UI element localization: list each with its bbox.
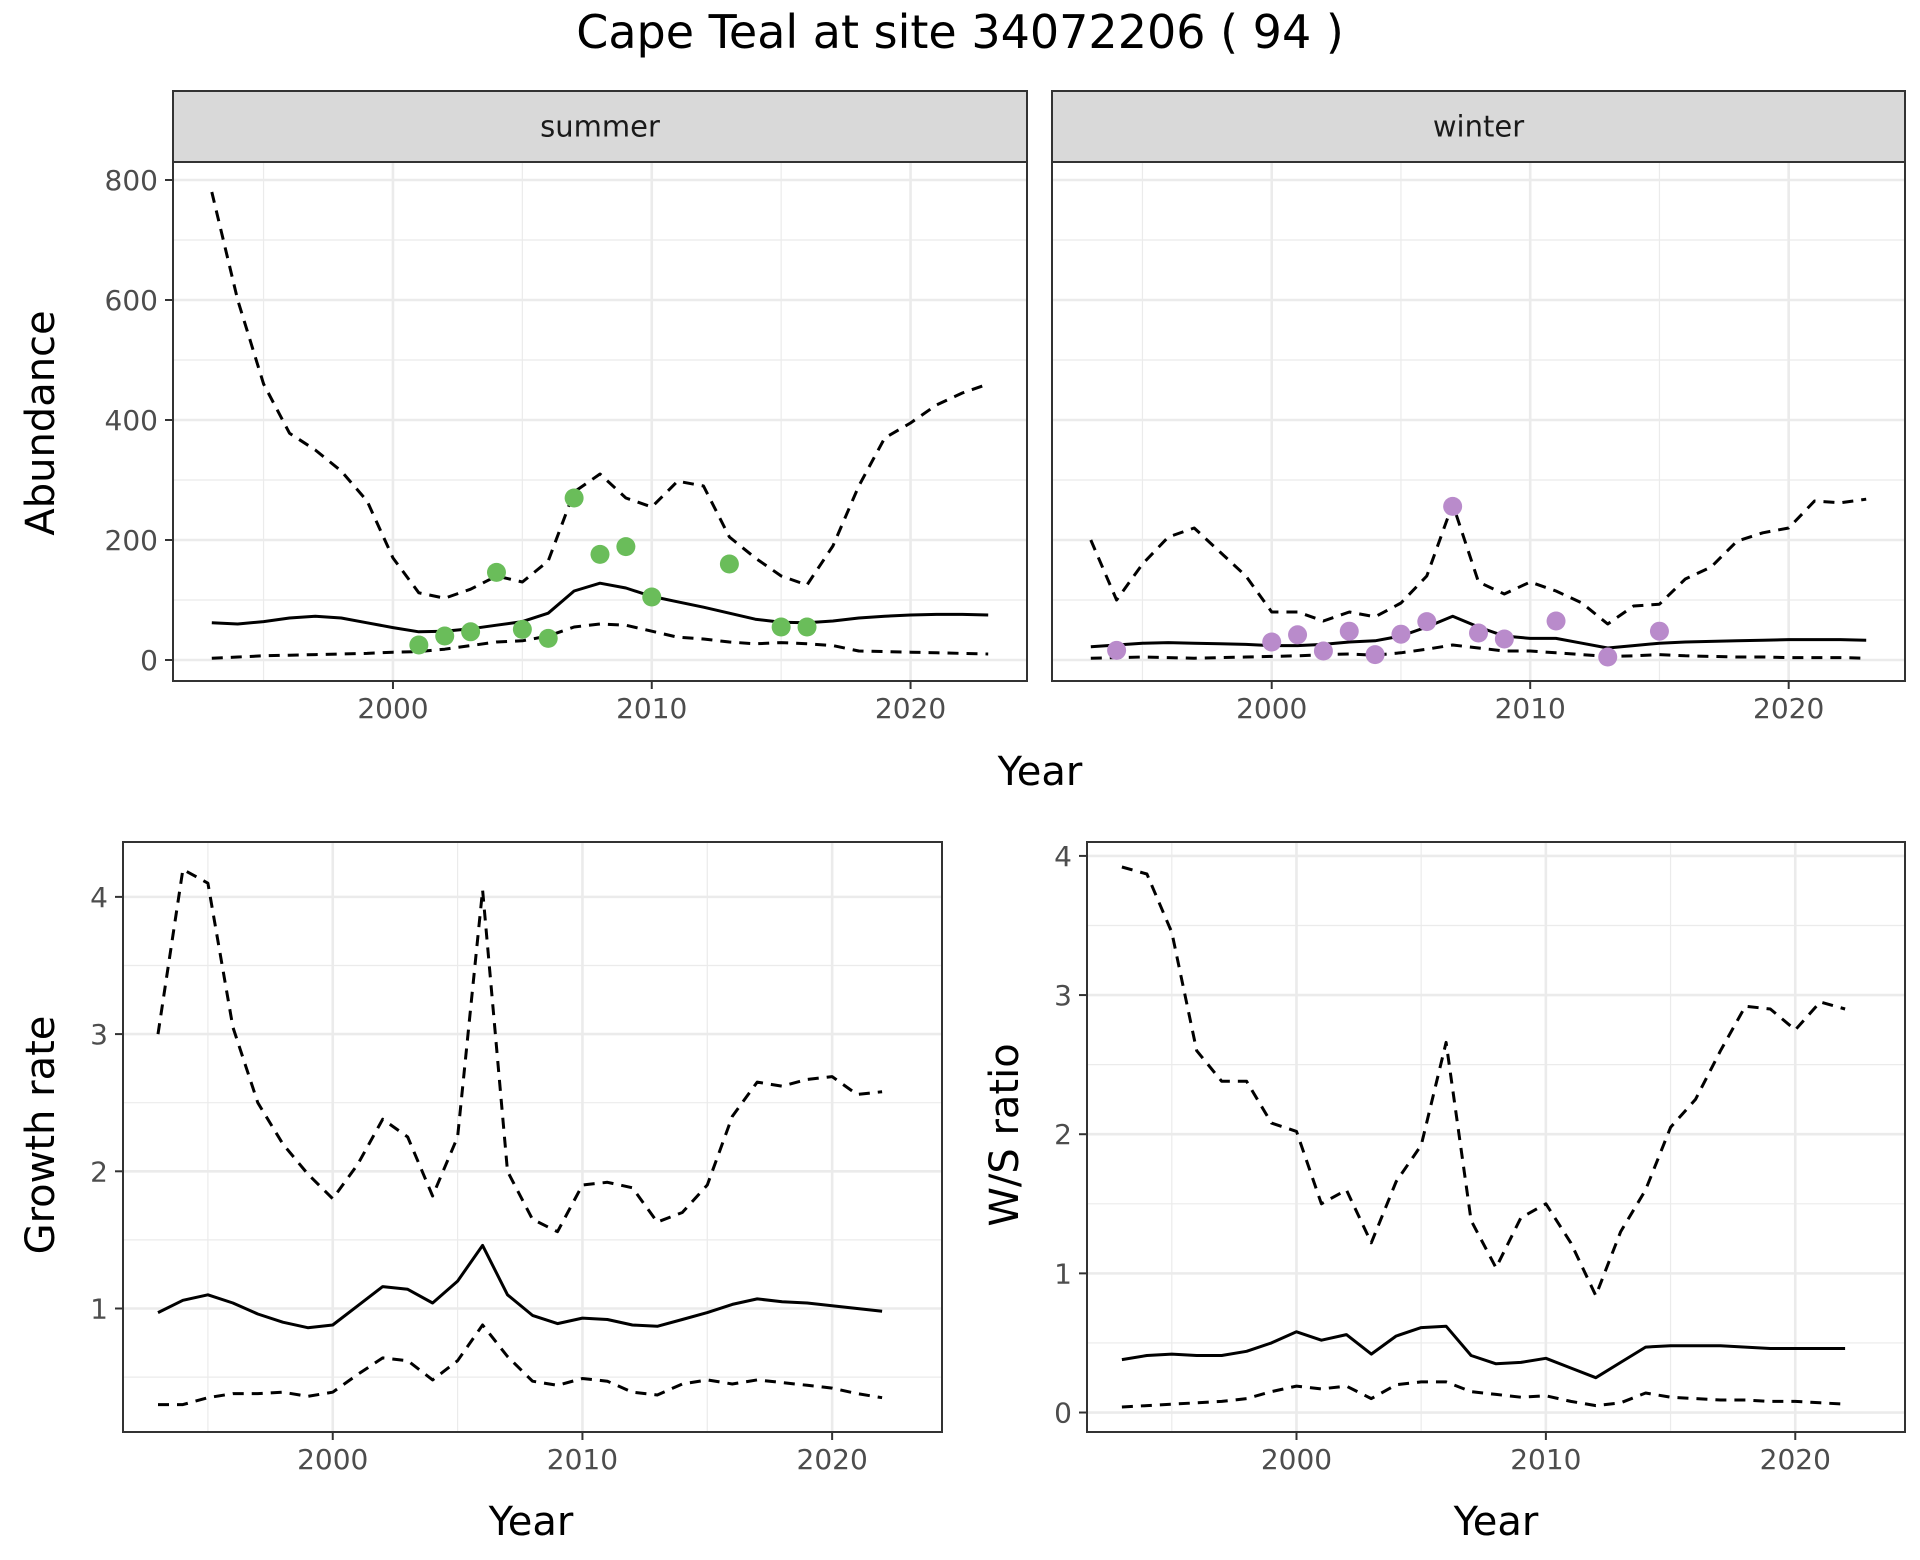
- x-tick-label: 2000: [357, 692, 428, 725]
- data-point: [590, 544, 610, 564]
- data-point: [1649, 621, 1669, 641]
- facet-strip-label: summer: [540, 110, 660, 144]
- x-axis-title-growth: Year: [488, 1499, 574, 1545]
- data-point: [409, 635, 429, 655]
- series-line-lower: [1121, 1380, 1846, 1409]
- y-tick-label: 400: [105, 404, 158, 437]
- data-point: [538, 628, 558, 648]
- x-tick-label: 2020: [1753, 692, 1824, 725]
- x-tick-label: 2010: [547, 1443, 618, 1476]
- y-tick-label: 1: [1054, 1257, 1072, 1290]
- y-tick-label: 0: [140, 644, 158, 677]
- data-point: [1339, 621, 1359, 641]
- facet-strip: [172, 90, 1028, 163]
- data-point: [1391, 624, 1411, 644]
- panel-ws-ratio: 2000 2010 2020 0 1 2 3 4: [1054, 840, 1906, 1476]
- panel-background: [173, 162, 1027, 681]
- series-line-lower: [211, 622, 989, 660]
- series-line-upper: [210, 191, 989, 600]
- panel-background: [1052, 162, 1905, 681]
- x-axis-title-top: Year: [997, 749, 1083, 795]
- x-axis-title-ratio: Year: [1453, 1499, 1539, 1545]
- x-tick-label: 2020: [875, 692, 946, 725]
- data-point: [435, 626, 455, 646]
- data-point: [797, 617, 817, 637]
- facet-strip: [1051, 90, 1906, 163]
- y-tick-label: 1: [90, 1293, 108, 1326]
- y-tick-label: 2: [1054, 1118, 1072, 1151]
- x-tick-label: 2000: [297, 1443, 368, 1476]
- panel-winter: winter 2000 2010 2020: [1051, 90, 1906, 725]
- data-point: [1443, 496, 1463, 516]
- data-point: [486, 562, 506, 582]
- series-line-lower: [158, 1323, 883, 1407]
- data-point: [461, 622, 481, 642]
- data-point: [1417, 612, 1437, 632]
- y-axis-title-growth: Growth rate: [18, 1016, 64, 1255]
- series-line-estimate: [1121, 1324, 1846, 1380]
- data-point: [616, 537, 636, 557]
- data-point: [512, 619, 532, 639]
- x-tick-label: 2010: [616, 692, 687, 725]
- series-line-upper: [1089, 497, 1867, 626]
- panel-border: [122, 841, 943, 1433]
- series-line-lower: [1090, 643, 1867, 660]
- y-tick-label: 3: [90, 1018, 108, 1051]
- facet-strip-label: winter: [1433, 110, 1524, 144]
- data-point: [1494, 629, 1514, 649]
- x-tick-label: 2010: [1495, 692, 1566, 725]
- data-point: [1313, 641, 1333, 661]
- y-tick-label: 2: [90, 1155, 108, 1188]
- x-tick-label: 2000: [1261, 1443, 1332, 1476]
- panel-growth-rate: 2000 2010 2020 1 2 3 4: [90, 841, 943, 1476]
- data-point: [1469, 623, 1488, 643]
- y-tick-label: 800: [105, 164, 158, 197]
- panel-background: [1087, 842, 1905, 1432]
- series-line-upper: [156, 867, 883, 1234]
- series-line-upper: [1121, 865, 1846, 1298]
- data-point: [1546, 611, 1566, 631]
- y-tick-label: 600: [105, 284, 158, 317]
- x-tick-label: 2010: [1510, 1443, 1581, 1476]
- y-tick-label: 3: [1054, 979, 1072, 1012]
- panel-background: [123, 842, 942, 1432]
- panel-summer: summer 2000 2010 2020 0 200 400 600 800: [105, 90, 1028, 725]
- y-tick-label: 200: [105, 524, 158, 557]
- data-point: [1288, 625, 1308, 645]
- series-line-estimate: [211, 581, 989, 634]
- data-point: [719, 554, 739, 574]
- y-tick-label: 4: [90, 881, 108, 914]
- chart-title: Cape Teal at site 34072206 ( 94 ): [576, 5, 1344, 59]
- data-point: [564, 488, 584, 508]
- panel-border: [1086, 841, 1906, 1433]
- x-tick-label: 2020: [797, 1443, 868, 1476]
- x-tick-label: 2020: [1760, 1443, 1831, 1476]
- data-point: [1598, 647, 1618, 667]
- y-tick-label: 4: [1054, 840, 1072, 873]
- y-tick-label: 0: [1054, 1397, 1072, 1430]
- data-point: [1262, 632, 1282, 652]
- y-axis-title-abundance: Abundance: [18, 310, 64, 535]
- series-line-estimate: [157, 1243, 883, 1330]
- data-point: [1107, 640, 1127, 660]
- y-axis-title-ratio: W/S ratio: [982, 1043, 1028, 1226]
- data-point: [771, 617, 791, 637]
- data-point: [642, 587, 662, 607]
- x-tick-label: 2000: [1236, 692, 1307, 725]
- data-point: [1365, 645, 1385, 665]
